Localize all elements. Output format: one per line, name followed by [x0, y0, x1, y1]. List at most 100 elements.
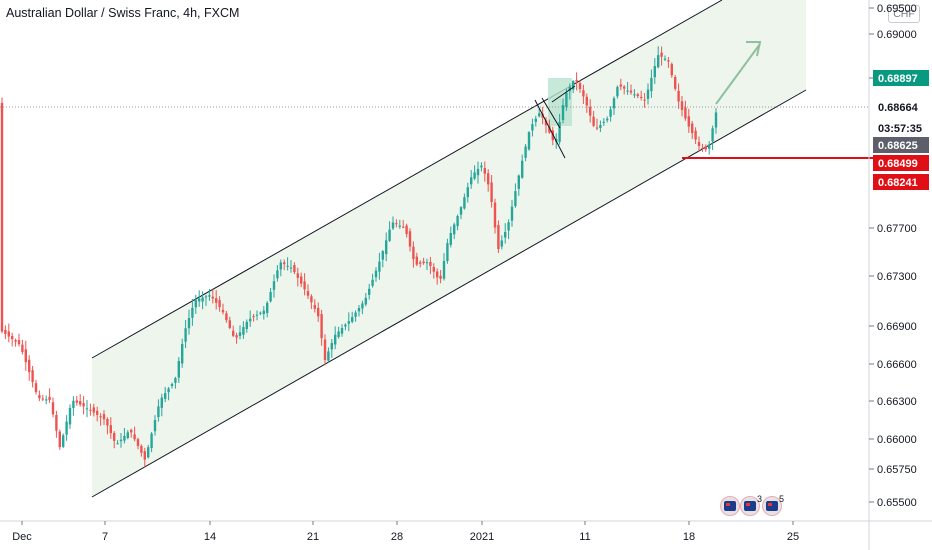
candle-body	[109, 425, 112, 434]
candle-body	[82, 403, 85, 407]
candle-body	[575, 79, 578, 82]
candle-body	[38, 395, 41, 399]
candle-body	[643, 99, 646, 101]
candle-body	[561, 105, 565, 121]
channel-fill	[92, 0, 806, 497]
candle-body	[235, 335, 238, 338]
x-tick-label: 7	[102, 531, 108, 543]
candle-body	[694, 130, 697, 140]
candle-body	[79, 401, 82, 405]
candle-body	[548, 126, 551, 133]
candle-body	[228, 320, 231, 328]
candle-body	[657, 55, 660, 68]
candle-body	[415, 256, 418, 265]
candle-body	[170, 384, 174, 387]
candle-body	[524, 146, 527, 158]
candle-body	[351, 317, 354, 322]
y-tick-label: 0.65500	[877, 497, 917, 509]
candle-body	[334, 334, 337, 345]
x-tick-label: 25	[787, 531, 799, 543]
candle-body	[568, 86, 571, 92]
y-tick-label: 0.67700	[877, 223, 917, 235]
event-count: 3	[757, 494, 763, 504]
y-tick-label: 0.66600	[877, 359, 917, 371]
event-flag-icon[interactable]	[740, 496, 760, 516]
price-tag-label: 0.68241	[878, 177, 918, 189]
candle-body	[660, 52, 663, 57]
candle-body	[58, 431, 61, 448]
australia-flag-icon	[724, 501, 736, 511]
candle-body	[463, 197, 466, 209]
candle-body	[218, 300, 221, 307]
candle-body	[354, 312, 357, 317]
candle-body	[157, 406, 160, 418]
candle-body	[402, 226, 405, 228]
currency-button[interactable]: CHF	[888, 5, 920, 23]
candle-body	[361, 303, 364, 309]
candle-body	[300, 276, 303, 284]
australia-flag-icon	[744, 501, 756, 511]
price-tag-label: 0.68625	[878, 140, 918, 152]
candle-body	[470, 177, 473, 185]
candle-body	[293, 265, 296, 273]
candle-body	[143, 451, 146, 460]
candle-body	[262, 310, 265, 315]
candle-body	[490, 182, 493, 202]
candle-body	[439, 275, 442, 279]
candle-body	[303, 281, 306, 290]
candle-body	[708, 144, 711, 149]
candle-body	[653, 66, 656, 78]
candle-body	[276, 270, 279, 279]
candle-body	[323, 339, 327, 360]
y-tick-label: 0.66300	[877, 396, 917, 408]
candle-body	[585, 96, 588, 106]
price-tag-label: 03:57:35	[878, 123, 922, 135]
candle-body	[194, 299, 197, 308]
candle-body	[21, 344, 24, 353]
candle-body	[184, 328, 187, 342]
candle-body	[589, 106, 592, 116]
candle-body	[544, 120, 548, 126]
candle-body	[616, 86, 619, 97]
candle-body	[646, 89, 650, 99]
candle-body	[245, 321, 248, 330]
y-tick-label: 0.69000	[877, 29, 917, 41]
candle-body	[480, 165, 483, 168]
candle-body	[14, 340, 17, 342]
price-tag-box	[873, 120, 929, 136]
flag-line	[551, 85, 576, 103]
candle-body	[388, 229, 391, 241]
candle-body	[391, 222, 395, 229]
candle-body	[62, 435, 65, 447]
candle-body	[592, 116, 595, 126]
candle-body	[187, 318, 191, 329]
event-flag-icon[interactable]	[720, 496, 740, 516]
event-count: 5	[779, 494, 785, 504]
candle-body	[48, 396, 51, 400]
candle-body	[565, 92, 568, 107]
candle-body	[493, 202, 497, 228]
candle-body	[126, 432, 129, 438]
candle-body	[177, 361, 180, 378]
price-tag-box	[873, 155, 929, 171]
candle-body	[602, 121, 605, 123]
candle-body	[106, 418, 109, 426]
candle-body	[633, 94, 636, 96]
candle-body	[255, 314, 259, 316]
x-tick-label: 28	[391, 531, 403, 543]
candle-body	[456, 216, 459, 227]
candle-body	[164, 393, 167, 399]
candle-body	[272, 281, 276, 290]
chart-title: Australian Dollar / Swiss Franc, 4h, FXC…	[6, 6, 240, 20]
candle-body	[28, 359, 31, 373]
candle-body	[446, 243, 449, 261]
candle-body	[211, 296, 214, 299]
economic-events[interactable]: 3 5	[720, 494, 784, 518]
candle-body	[504, 232, 507, 238]
candle-body	[429, 261, 432, 266]
event-flag-icon[interactable]	[762, 496, 782, 516]
candle-body	[432, 267, 435, 272]
candle-body	[405, 225, 408, 234]
